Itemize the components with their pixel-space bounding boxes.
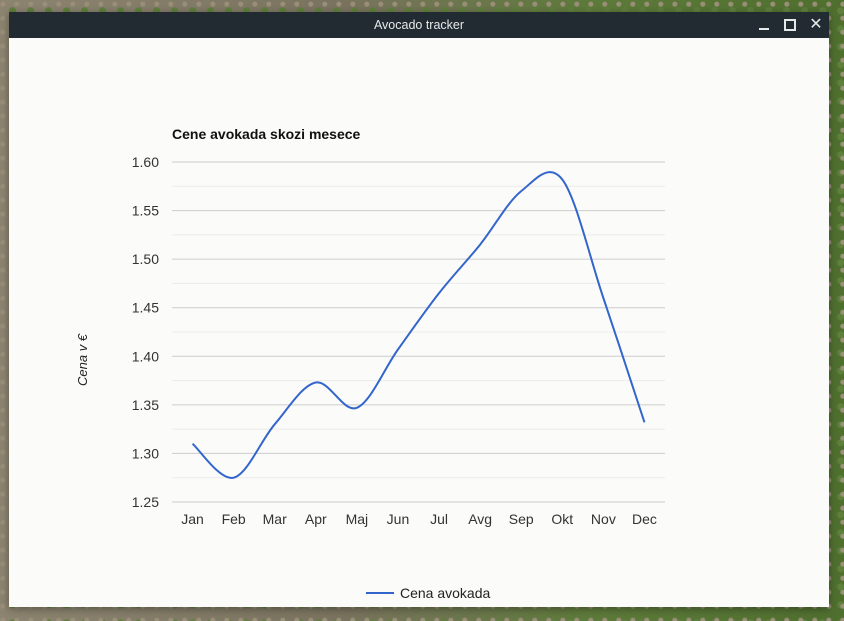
x-tick-label: Apr [305, 511, 327, 527]
data-point [232, 476, 236, 480]
data-point [560, 177, 564, 181]
minimize-icon [759, 28, 769, 30]
x-tick-label: Dec [632, 511, 657, 527]
x-tick-label: Jul [430, 511, 448, 527]
y-tick-label: 1.25 [132, 494, 159, 510]
close-icon: ✕ [809, 16, 823, 33]
data-point [314, 381, 318, 385]
data-point [437, 291, 441, 295]
x-tick-label: Nov [591, 511, 616, 527]
app-window: Avocado tracker ✕ Cene avokada skozi mes… [9, 12, 829, 607]
x-tick-label: Jan [181, 511, 204, 527]
y-tick-label: 1.30 [132, 445, 159, 461]
chart-area: Cene avokada skozi mesece Cena v € 1.25 1… [9, 38, 829, 607]
data-point [273, 422, 277, 426]
data-point [355, 406, 359, 410]
x-tick-label: Okt [551, 511, 573, 527]
x-tick-label: Jun [387, 511, 410, 527]
y-tick-label: 1.45 [132, 300, 159, 316]
data-point [191, 442, 195, 446]
data-point [478, 243, 482, 247]
data-point [519, 189, 523, 193]
y-tick-label: 1.40 [132, 348, 159, 364]
series-line-cena-avokada [191, 171, 646, 479]
data-point [642, 420, 646, 424]
x-tick-label: Avg [468, 511, 492, 527]
title-bar[interactable]: Avocado tracker ✕ [9, 12, 829, 38]
chart-title: Cene avokada skozi mesece [172, 126, 361, 142]
y-tick-label: 1.35 [132, 397, 159, 413]
window-title: Avocado tracker [373, 18, 465, 32]
y-tick-label: 1.50 [132, 251, 159, 267]
maximize-button[interactable] [780, 15, 800, 35]
line-chart: 1.25 1.30 1.35 1.40 1.45 1.50 1.55 1.60 Jan Feb Ma… [132, 154, 665, 527]
x-tick-label: Mar [263, 511, 287, 527]
data-point [396, 347, 400, 351]
legend[interactable]: Cena avokada [366, 583, 490, 603]
legend-label: Cena avokada [400, 585, 491, 601]
legend-swatch [366, 592, 394, 594]
minimize-button[interactable] [754, 15, 774, 35]
data-point [601, 296, 605, 300]
y-tick-label: 1.55 [132, 203, 159, 219]
maximize-icon [784, 19, 796, 31]
x-tick-label: Maj [346, 511, 369, 527]
close-button[interactable]: ✕ [806, 15, 826, 35]
x-tick-label: Sep [509, 511, 534, 527]
x-tick-label: Feb [222, 511, 246, 527]
y-tick-label: 1.60 [132, 154, 159, 170]
